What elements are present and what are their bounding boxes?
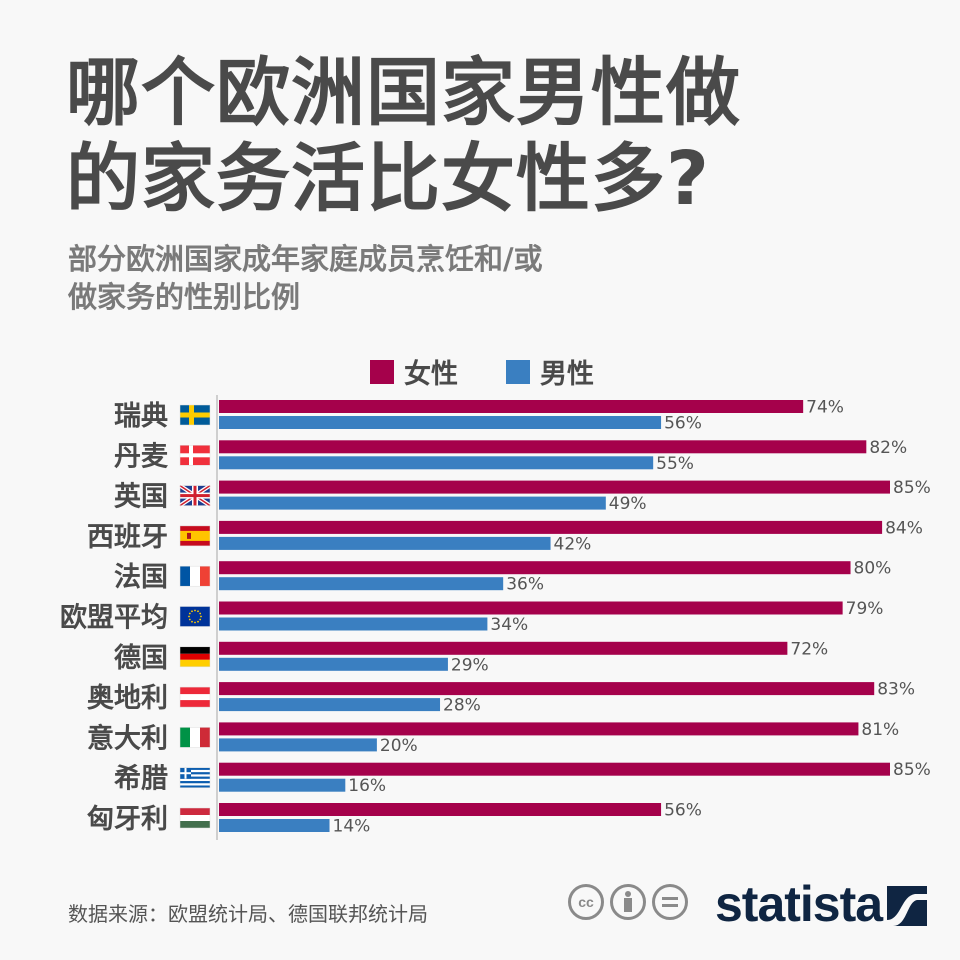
bar-male — [219, 657, 448, 671]
data-label: 20% — [380, 736, 418, 756]
category-label: 德国 — [114, 643, 168, 674]
data-label: 16% — [348, 776, 386, 796]
legend-label-female: 女性 — [404, 359, 458, 390]
germany-flag-icon — [180, 646, 210, 667]
legend-item-male: 男性 — [506, 352, 594, 391]
data-label: 36% — [506, 575, 544, 595]
france-flag-icon — [180, 566, 210, 587]
data-label: 72% — [790, 639, 828, 659]
data-label: 85% — [893, 478, 931, 498]
legend-swatch-male — [506, 359, 530, 384]
italy-flag-icon — [180, 727, 210, 748]
legend-label-male: 男性 — [540, 359, 594, 390]
legend: 女性 男性 — [370, 352, 594, 391]
bar-male — [219, 778, 346, 792]
category-label: 法国 — [114, 562, 168, 593]
data-label: 82% — [869, 438, 907, 458]
bar-female — [219, 762, 890, 776]
category-label: 瑞典 — [114, 401, 168, 432]
denmark-flag-icon — [180, 445, 210, 466]
greece-flag-icon — [180, 767, 210, 788]
data-label: 85% — [893, 760, 931, 780]
bar-female — [219, 682, 875, 696]
data-label: 42% — [554, 534, 592, 554]
legend-item-female: 女性 — [370, 352, 458, 391]
statista-logo: statista — [715, 876, 883, 932]
data-label: 14% — [333, 817, 371, 837]
data-label: 80% — [854, 559, 892, 579]
bar-female — [219, 561, 851, 575]
bar-female — [219, 480, 890, 494]
spain-flag-icon — [180, 525, 210, 546]
eu-flag-icon — [180, 606, 210, 627]
bar-male — [219, 738, 377, 752]
hungary-flag-icon — [180, 808, 210, 828]
bar-female — [219, 440, 867, 454]
statista-logo-mark-icon — [887, 886, 927, 926]
data-label: 29% — [451, 655, 489, 675]
category-label: 匈牙利 — [87, 804, 168, 835]
chart-subtitle: 部分欧洲国家成年家庭成员烹饪和/或 做家务的性别比例 — [68, 240, 543, 316]
bar-female — [219, 803, 662, 816]
category-label: 丹麦 — [114, 441, 169, 472]
title-line-1: 哪个欧洲国家男性做 — [66, 50, 741, 136]
category-label: 欧盟平均 — [60, 603, 168, 634]
bar-male — [219, 698, 441, 712]
uk-flag-icon — [178, 483, 212, 508]
data-label: 28% — [443, 696, 481, 716]
subtitle-line-2: 做家务的性别比例 — [68, 280, 301, 314]
category-label: 英国 — [114, 482, 168, 513]
austria-flag-icon — [180, 687, 210, 708]
bar-male — [219, 416, 662, 429]
data-label: 83% — [877, 680, 915, 700]
data-label: 56% — [664, 801, 702, 821]
category-label: 希腊 — [114, 764, 168, 795]
bar-male — [219, 819, 330, 832]
data-label: 84% — [885, 518, 923, 538]
data-label: 49% — [609, 494, 647, 514]
bar-female — [219, 400, 804, 413]
cc-icon: cc — [568, 884, 604, 920]
chart-title: 哪个欧洲国家男性做 的家务活比女性多? — [66, 50, 741, 222]
bar-male — [219, 577, 504, 591]
category-label: 西班牙 — [87, 522, 168, 553]
source-note: 数据来源：欧盟统计局、德国联邦统计局 — [68, 902, 428, 926]
data-label: 56% — [664, 414, 702, 434]
bar-female — [219, 722, 859, 736]
bar-male — [219, 617, 488, 631]
bar-male — [219, 456, 654, 470]
legend-swatch-female — [370, 359, 394, 384]
data-label: 79% — [846, 599, 884, 619]
data-label: 55% — [656, 454, 694, 474]
cc-license-icons: cc — [568, 884, 688, 920]
data-label: 34% — [490, 615, 528, 635]
sweden-flag-icon — [180, 405, 210, 425]
subtitle-line-1: 部分欧洲国家成年家庭成员烹饪和/或 — [68, 242, 543, 276]
bar-female — [219, 601, 843, 615]
attribution-icon — [610, 884, 646, 920]
title-line-2: 的家务活比女性多? — [66, 136, 710, 222]
bar-male — [219, 536, 551, 550]
no-derivatives-icon — [652, 884, 688, 920]
data-label: 81% — [861, 720, 899, 740]
category-label: 奥地利 — [87, 682, 168, 714]
data-label: 74% — [806, 398, 844, 418]
bar-female — [219, 641, 788, 655]
bar-female — [219, 520, 883, 534]
category-label: 意大利 — [87, 722, 168, 754]
bar-male — [219, 496, 606, 510]
